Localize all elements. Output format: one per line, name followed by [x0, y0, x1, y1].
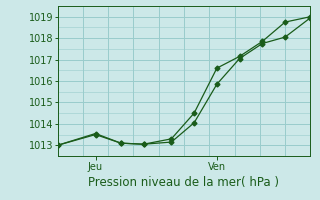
X-axis label: Pression niveau de la mer( hPa ): Pression niveau de la mer( hPa )	[89, 176, 279, 189]
